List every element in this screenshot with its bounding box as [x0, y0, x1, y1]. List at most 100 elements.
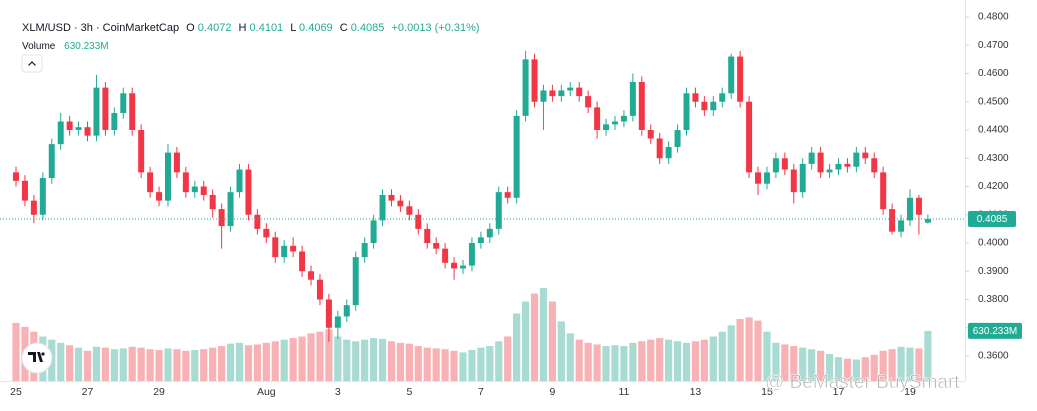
volume-bar	[218, 346, 226, 381]
y-tick-label: 0.4700	[978, 40, 1009, 51]
candle-body	[576, 87, 583, 97]
candle-body	[665, 146, 672, 159]
collapse-button[interactable]	[21, 54, 43, 73]
volume-bar	[513, 313, 521, 381]
symbol: XLM/USD · 3h · CoinMarketCap	[22, 22, 179, 34]
candle-body	[880, 172, 887, 210]
low-label: L	[290, 22, 296, 34]
candle-body	[424, 228, 431, 243]
candle-body	[862, 152, 869, 159]
last-price-badge	[968, 210, 1016, 227]
volume-bar	[200, 349, 208, 381]
candle-body	[603, 124, 610, 130]
volume-bar	[101, 347, 109, 381]
candle-body	[451, 262, 458, 269]
volume-bar	[119, 348, 127, 381]
volume-bar	[763, 331, 771, 381]
volume-legend: Volume 630.233M	[22, 41, 109, 52]
volume-bar	[790, 346, 798, 381]
time-axis: 25 27 29 Aug 3 5 7 9 11 13 15 17 19	[10, 386, 916, 398]
volume-bar	[271, 341, 279, 381]
volume-bar	[173, 349, 181, 381]
y-tick-label: 0.4800	[978, 12, 1009, 23]
candle-body	[334, 316, 341, 328]
candle-body	[84, 127, 91, 136]
candle-body	[486, 228, 493, 238]
low-value: 0.4069	[299, 22, 333, 34]
volume-bar	[870, 354, 878, 381]
volume-bar	[593, 344, 601, 381]
volume-bar	[352, 341, 360, 381]
candles	[13, 50, 931, 342]
candle-body	[397, 200, 404, 207]
change: +0.0013 (+0.31%)	[391, 22, 479, 34]
candle-body	[567, 87, 574, 91]
x-tick-label: 19	[904, 386, 916, 398]
candle-body	[889, 209, 896, 232]
legend-header: XLM/USD · 3h · CoinMarketCap O 0.4072 H …	[22, 22, 480, 34]
candle-body	[755, 172, 762, 184]
candle-body	[558, 90, 565, 97]
candle-body	[182, 172, 189, 193]
volume-bar	[146, 349, 154, 381]
volume-bar	[736, 319, 744, 381]
candle-body	[433, 243, 440, 249]
volume-bar	[191, 350, 199, 381]
volume-bar	[262, 342, 270, 381]
open-value: 0.4072	[198, 22, 232, 34]
candle-body	[719, 93, 726, 102]
candle-body	[898, 220, 905, 232]
volume-bar	[781, 344, 789, 381]
volume-bar	[253, 344, 261, 381]
candle-body	[585, 96, 592, 108]
volume-bar	[924, 330, 932, 381]
volume-bar	[477, 347, 485, 381]
y-tick-label: 0.4400	[978, 125, 1009, 136]
collapse-chevron[interactable]	[28, 61, 36, 66]
volume-bar	[772, 342, 780, 381]
volume-bar	[155, 350, 163, 381]
candle-body	[21, 180, 28, 201]
volume-bar	[700, 339, 708, 381]
candle-body	[871, 158, 878, 173]
high-value: 0.4101	[250, 22, 284, 34]
volume-bar	[888, 349, 896, 381]
candle-body	[209, 194, 216, 210]
candle-body	[191, 186, 198, 193]
volume-value: 630.233M	[64, 41, 108, 52]
candle-body	[460, 265, 466, 269]
candle-body	[272, 237, 279, 258]
y-tick-label: 0.4500	[978, 96, 1009, 107]
candle-body	[245, 169, 252, 215]
candle-body	[549, 90, 556, 97]
volume-bar	[182, 350, 190, 381]
volume-bar	[423, 347, 431, 381]
candle-body	[907, 197, 913, 221]
overlay: 0.4085 630.233M @ BeMaster BuySmart	[0, 210, 1022, 393]
volume-bar	[852, 359, 860, 381]
candle-body	[75, 127, 82, 130]
candle-body	[495, 192, 502, 229]
x-tick-label: 17	[833, 386, 845, 398]
collapse-box[interactable]	[21, 54, 43, 73]
volume-bar	[665, 339, 673, 381]
candle-body	[826, 169, 833, 173]
x-tick-label: 13	[690, 386, 702, 398]
candle-body	[236, 169, 243, 193]
volume-bar	[530, 293, 539, 381]
volume-title: Volume	[22, 41, 56, 52]
candle-body	[173, 152, 180, 173]
volume-bar	[298, 336, 306, 381]
volume-bar	[548, 301, 556, 381]
candle-body	[290, 245, 297, 252]
candle-body	[200, 186, 207, 195]
candle-body	[853, 152, 860, 167]
volume-bar	[441, 349, 449, 381]
candle-body	[737, 56, 744, 102]
candle-body	[477, 237, 484, 243]
candle-body	[406, 206, 413, 215]
volume-bar	[691, 341, 700, 381]
high-label: H	[239, 22, 247, 34]
candle-body	[683, 93, 690, 130]
